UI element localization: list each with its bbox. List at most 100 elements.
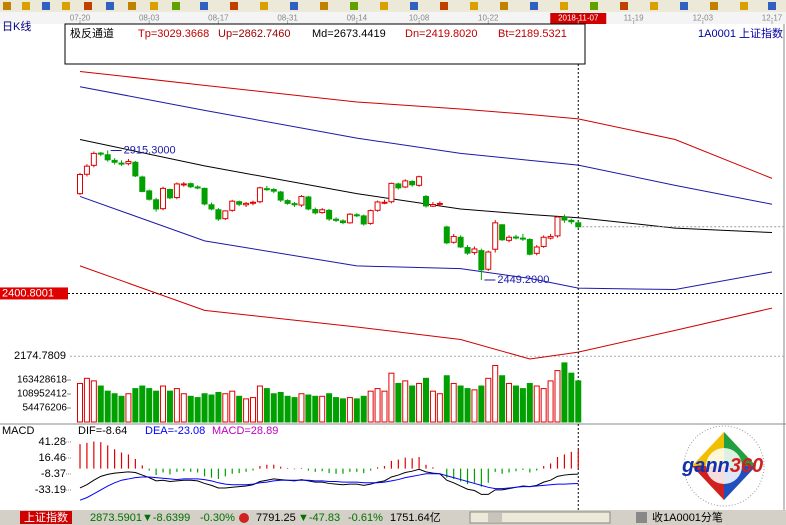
x-tick-label: 10-08 xyxy=(409,14,430,23)
tool-icon[interactable] xyxy=(680,2,688,10)
volume-bar xyxy=(429,390,436,423)
volume-bar xyxy=(416,382,423,423)
tool-icon[interactable] xyxy=(84,2,92,10)
tool-icon[interactable] xyxy=(42,2,50,10)
volume-bar xyxy=(256,385,263,423)
tool-icon[interactable] xyxy=(740,2,748,10)
indicator-name: 极反通道 xyxy=(70,26,114,40)
volume-bar xyxy=(367,390,374,423)
candle-body xyxy=(173,183,180,199)
tool-icon[interactable] xyxy=(3,2,11,10)
tool-icon[interactable] xyxy=(710,2,718,10)
toolbar-icons[interactable] xyxy=(3,2,776,10)
volume-bar xyxy=(395,382,402,423)
tool-icon[interactable] xyxy=(560,2,568,10)
candle-body xyxy=(416,176,423,186)
scrollbar[interactable] xyxy=(469,511,611,524)
annotation-label: 2915.3000 xyxy=(124,144,176,156)
tool-icon[interactable] xyxy=(230,2,238,10)
candle-body xyxy=(374,201,381,211)
status-icon xyxy=(239,513,249,523)
status-item: -0.61% xyxy=(348,512,383,524)
tool-icon[interactable] xyxy=(530,2,538,10)
volume-bar xyxy=(554,370,561,423)
candle-body xyxy=(339,220,346,224)
status-right[interactable]: 收1A0001分笔 xyxy=(652,510,723,524)
volume-bar xyxy=(97,385,104,423)
tool-icon[interactable] xyxy=(320,2,328,10)
tool-icon[interactable] xyxy=(620,2,628,10)
candle-body xyxy=(436,202,443,205)
volume-bar xyxy=(423,377,430,423)
volume-bar xyxy=(402,380,409,423)
candle-body xyxy=(132,161,139,177)
volume-bar xyxy=(409,385,416,423)
candle-body xyxy=(277,191,284,201)
tool-icon[interactable] xyxy=(172,2,180,10)
index-name[interactable]: 上证指数 xyxy=(24,510,68,524)
candle-body xyxy=(353,214,360,217)
macd-line xyxy=(79,468,579,495)
tool-icon[interactable] xyxy=(470,2,478,10)
tool-icon[interactable] xyxy=(440,2,448,10)
candle-body xyxy=(312,209,319,214)
tool-icon[interactable] xyxy=(22,2,30,10)
volume-bar xyxy=(519,388,526,423)
candle-body xyxy=(194,186,201,189)
logo-word: gann xyxy=(681,455,730,477)
tool-icon[interactable] xyxy=(200,2,208,10)
tool-icon[interactable] xyxy=(768,2,776,10)
volume-bar xyxy=(540,388,547,423)
index-tab[interactable] xyxy=(20,511,72,524)
volume-bar xyxy=(125,393,132,423)
legend-entry: DEA=-23.08 xyxy=(145,425,205,437)
indicator-value: Dn=2419.8020 xyxy=(405,28,477,40)
volume-bar xyxy=(436,393,443,423)
tool-icon[interactable] xyxy=(128,2,136,10)
candle-body xyxy=(298,195,305,206)
channel-line xyxy=(79,86,773,205)
status-item: -0.30% xyxy=(200,512,235,524)
volume-bar xyxy=(146,388,153,423)
tool-icon[interactable] xyxy=(350,2,358,10)
logo-center xyxy=(706,448,742,484)
scroll-thumb[interactable] xyxy=(488,513,502,522)
tool-icon[interactable] xyxy=(62,2,70,10)
candle-body xyxy=(256,187,263,203)
candle-body xyxy=(229,200,236,211)
candle-body xyxy=(243,202,250,206)
tool-icon[interactable] xyxy=(650,2,658,10)
logo-number: 360 xyxy=(730,455,763,477)
lock-icon[interactable] xyxy=(636,512,647,523)
tool-icon[interactable] xyxy=(106,2,114,10)
date-strip xyxy=(0,12,786,24)
toolbar xyxy=(0,0,786,12)
y-tick-label: 2174.7809 xyxy=(14,350,66,362)
volume-bar xyxy=(277,391,284,423)
candle-body xyxy=(284,200,291,204)
volume-bar xyxy=(166,390,173,423)
tool-icon[interactable] xyxy=(290,2,298,10)
candle-body xyxy=(450,235,457,243)
volume-bar xyxy=(111,393,118,423)
volume-bar xyxy=(568,372,575,423)
x-tick-label: 09-14 xyxy=(347,14,368,23)
status-item: 2873.5901 xyxy=(90,512,142,524)
candle-body xyxy=(526,239,533,255)
x-tick-label: 08-03 xyxy=(139,14,160,23)
tool-icon[interactable] xyxy=(260,2,268,10)
candle-body xyxy=(395,183,402,189)
y-tick-label: 41.28 xyxy=(38,436,66,448)
volume-bar xyxy=(464,388,471,423)
tool-icon[interactable] xyxy=(150,2,158,10)
volume-bar xyxy=(533,385,540,423)
candle-body xyxy=(575,222,582,228)
tool-icon[interactable] xyxy=(590,2,598,10)
volume-bar xyxy=(339,398,346,423)
tool-icon[interactable] xyxy=(380,2,388,10)
candle-body xyxy=(499,224,506,241)
tool-icon[interactable] xyxy=(410,2,418,10)
y-tick-label: 54476206 xyxy=(23,403,68,414)
x-tick-label: 2018-11-07 xyxy=(558,14,599,23)
tool-icon[interactable] xyxy=(500,2,508,10)
